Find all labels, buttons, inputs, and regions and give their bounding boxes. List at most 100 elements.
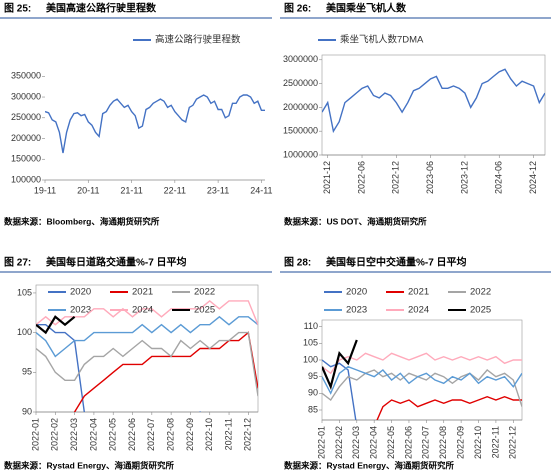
source-note: 数据来源：Rystad Energy、海通期货研究所 bbox=[284, 460, 455, 470]
legend-label: 2022 bbox=[194, 287, 215, 298]
x-tick-label: 2022-09 bbox=[456, 426, 466, 459]
legend-label: 2020 bbox=[70, 287, 91, 298]
y-tick-label: 105 bbox=[303, 338, 318, 348]
x-tick-label: 24-11 bbox=[250, 185, 272, 195]
chart-title: 美国每日道路交通量%-7 日平均 bbox=[46, 256, 187, 269]
y-tick-label: 1000000 bbox=[283, 149, 318, 159]
x-tick-label: 2022-12 bbox=[391, 161, 401, 194]
y-tick-label: 85 bbox=[308, 404, 318, 414]
legend-label: 2024 bbox=[132, 305, 153, 316]
y-tick-label: 100 bbox=[303, 354, 318, 364]
x-tick-label: 2022-06 bbox=[127, 418, 137, 451]
series-line bbox=[36, 324, 202, 412]
x-tick-label: 2022-01 bbox=[30, 418, 40, 451]
series-line bbox=[322, 352, 522, 375]
figure-label: 图 25: bbox=[4, 3, 31, 15]
y-tick-label: 300000 bbox=[11, 91, 41, 101]
x-tick-label: 2022-12 bbox=[243, 418, 253, 451]
chart-title: 美国高速公路行驶里程数 bbox=[46, 2, 157, 15]
x-tick-label: 2022-12 bbox=[508, 426, 518, 459]
y-tick-label: 90 bbox=[22, 406, 32, 416]
figure-label: 图 28: bbox=[284, 257, 311, 269]
x-tick-label: 2022-10 bbox=[473, 426, 483, 459]
source-note: 数据来源：Rystad Energy、海通期货研究所 bbox=[4, 460, 175, 470]
x-tick-label: 2022-11 bbox=[490, 426, 500, 458]
legend-label: 2020 bbox=[346, 287, 367, 298]
series-line bbox=[73, 331, 258, 412]
x-tick-label: 2022-09 bbox=[185, 418, 195, 451]
plot-frame bbox=[321, 54, 546, 156]
x-tick-label: 20-11 bbox=[77, 185, 99, 195]
x-tick-label: 2023-12 bbox=[459, 161, 469, 194]
x-tick-label: 2022-02 bbox=[50, 418, 60, 451]
legend-label: 2022 bbox=[470, 287, 491, 298]
x-tick-label: 2022-04 bbox=[88, 418, 98, 451]
x-tick-label: 2022-08 bbox=[438, 426, 448, 459]
y-tick-label: 200000 bbox=[11, 133, 41, 143]
legend-label: 2021 bbox=[132, 287, 153, 298]
y-tick-label: 250000 bbox=[11, 112, 41, 122]
y-tick-label: 100 bbox=[17, 327, 32, 337]
x-tick-label: 19-11 bbox=[34, 185, 56, 195]
y-tick-label: 2000000 bbox=[283, 102, 318, 112]
x-tick-label: 21-11 bbox=[120, 185, 142, 195]
chart-title: 美国乘坐飞机人数 bbox=[326, 2, 407, 15]
series-line bbox=[322, 369, 522, 407]
x-tick-label: 2023-06 bbox=[425, 161, 435, 194]
y-tick-label: 95 bbox=[22, 367, 32, 377]
y-tick-label: 90 bbox=[308, 388, 318, 398]
plot-frame bbox=[45, 68, 265, 180]
y-tick-label: 105 bbox=[17, 287, 32, 297]
series-line bbox=[322, 365, 522, 395]
chart-title: 美国每日空中交通量%-7 日平均 bbox=[326, 256, 467, 269]
x-tick-label: 2022-04 bbox=[369, 426, 379, 459]
x-tick-label: 2022-10 bbox=[204, 418, 214, 451]
series-line bbox=[36, 315, 258, 358]
x-tick-label: 2022-05 bbox=[386, 426, 396, 459]
series-line bbox=[45, 94, 265, 154]
x-tick-label: 2022-07 bbox=[146, 418, 156, 451]
legend-label: 2024 bbox=[408, 305, 429, 316]
x-tick-label: 2022-05 bbox=[108, 418, 118, 451]
legend-label: 2023 bbox=[346, 305, 367, 316]
source-note: 数据来源：Bloomberg、海通期货研究所 bbox=[4, 216, 160, 226]
y-tick-label: 1500000 bbox=[283, 126, 318, 136]
x-tick-label: 2022-11 bbox=[223, 418, 233, 450]
legend-label: 2021 bbox=[408, 287, 429, 298]
y-tick-label: 2500000 bbox=[283, 78, 318, 88]
series-line bbox=[322, 359, 357, 420]
x-tick-label: 2024-06 bbox=[494, 161, 504, 194]
y-tick-label: 350000 bbox=[11, 71, 41, 81]
y-tick-label: 100000 bbox=[11, 174, 41, 184]
y-tick-label: 150000 bbox=[11, 154, 41, 164]
y-tick-label: 95 bbox=[308, 371, 318, 381]
x-tick-label: 2021-12 bbox=[322, 161, 332, 194]
legend-label: 2025 bbox=[470, 305, 491, 316]
source-note: 数据来源：US DOT、海通期货研究所 bbox=[284, 216, 427, 226]
series-line bbox=[36, 331, 258, 397]
legend-label: 2025 bbox=[194, 305, 215, 316]
y-tick-label: 3000000 bbox=[283, 54, 318, 64]
figure-label: 图 27: bbox=[4, 257, 31, 269]
x-tick-label: 2022-03 bbox=[351, 426, 361, 459]
figure-label: 图 26: bbox=[284, 3, 311, 15]
legend-label: 高速公路行驶里程数 bbox=[155, 34, 241, 46]
y-tick-label: 110 bbox=[304, 321, 318, 331]
x-tick-label: 2024-12 bbox=[528, 161, 538, 194]
series-line bbox=[322, 339, 358, 391]
legend-label: 乘坐飞机人数7DMA bbox=[340, 34, 424, 46]
series-line bbox=[36, 315, 76, 335]
legend-label: 2023 bbox=[70, 305, 91, 316]
x-tick-label: 2022-06 bbox=[356, 161, 366, 194]
x-tick-label: 2022-01 bbox=[316, 426, 326, 459]
x-tick-label: 2022-02 bbox=[334, 426, 344, 459]
x-tick-label: 2022-08 bbox=[166, 418, 176, 451]
x-tick-label: 23-11 bbox=[207, 185, 229, 195]
x-tick-label: 2022-07 bbox=[421, 426, 431, 459]
series-line bbox=[376, 395, 522, 420]
x-tick-label: 22-11 bbox=[164, 185, 186, 195]
x-tick-label: 2022-06 bbox=[403, 426, 413, 459]
series-line bbox=[322, 68, 545, 134]
x-tick-label: 2022-03 bbox=[69, 418, 79, 451]
